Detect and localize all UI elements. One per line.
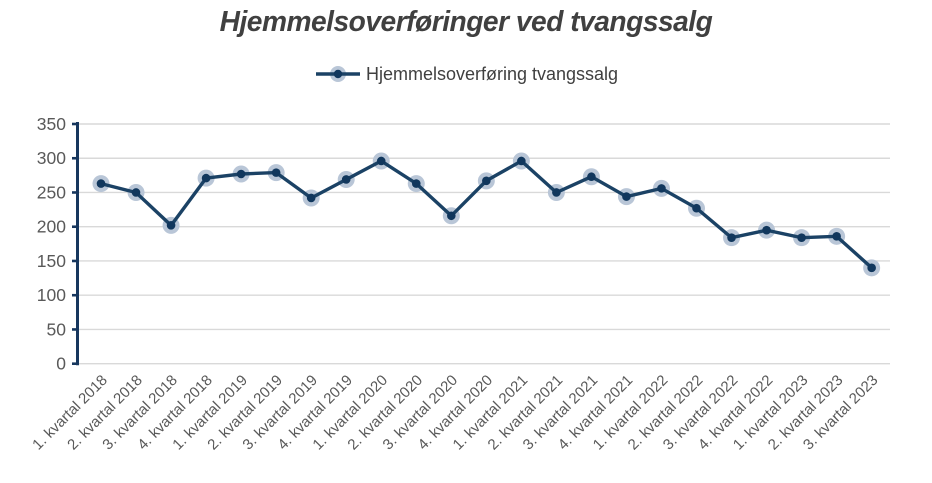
y-axis-label: 200: [37, 217, 66, 237]
y-axis-label: 150: [37, 251, 66, 271]
data-point: [692, 203, 701, 213]
data-point: [201, 173, 211, 183]
y-axis-label: 50: [47, 319, 67, 339]
data-point: [797, 233, 806, 242]
data-point: [271, 168, 281, 177]
legend: Hjemmelsoverføring tvangssalg: [0, 62, 932, 86]
data-point: [376, 156, 386, 166]
y-axis-label: 0: [56, 354, 66, 374]
data-point: [727, 233, 736, 242]
legend-line-marker-icon: [315, 66, 360, 82]
data-point: [131, 188, 141, 197]
data-point: [552, 188, 561, 197]
y-axis-label: 350: [37, 114, 66, 134]
data-point: [236, 169, 246, 179]
data-point: [832, 232, 841, 241]
y-axis-label: 300: [37, 148, 66, 168]
data-point: [411, 179, 421, 188]
data-point: [341, 175, 351, 184]
y-axis-label: 100: [37, 285, 66, 305]
data-point: [517, 156, 526, 166]
data-point: [587, 172, 596, 182]
data-point: [482, 176, 491, 186]
data-point: [306, 193, 316, 203]
legend-series-label: Hjemmelsoverføring tvangssalg: [365, 63, 619, 84]
data-point: [447, 211, 456, 221]
data-point: [166, 221, 176, 230]
data-point: [657, 184, 666, 193]
chart-title: Hjemmelsoverføringer ved tvangssalg: [219, 6, 713, 38]
data-point: [622, 192, 631, 201]
data-point: [762, 225, 771, 235]
data-point: [96, 179, 106, 188]
y-axis-label: 250: [37, 182, 66, 202]
data-point: [867, 263, 876, 273]
